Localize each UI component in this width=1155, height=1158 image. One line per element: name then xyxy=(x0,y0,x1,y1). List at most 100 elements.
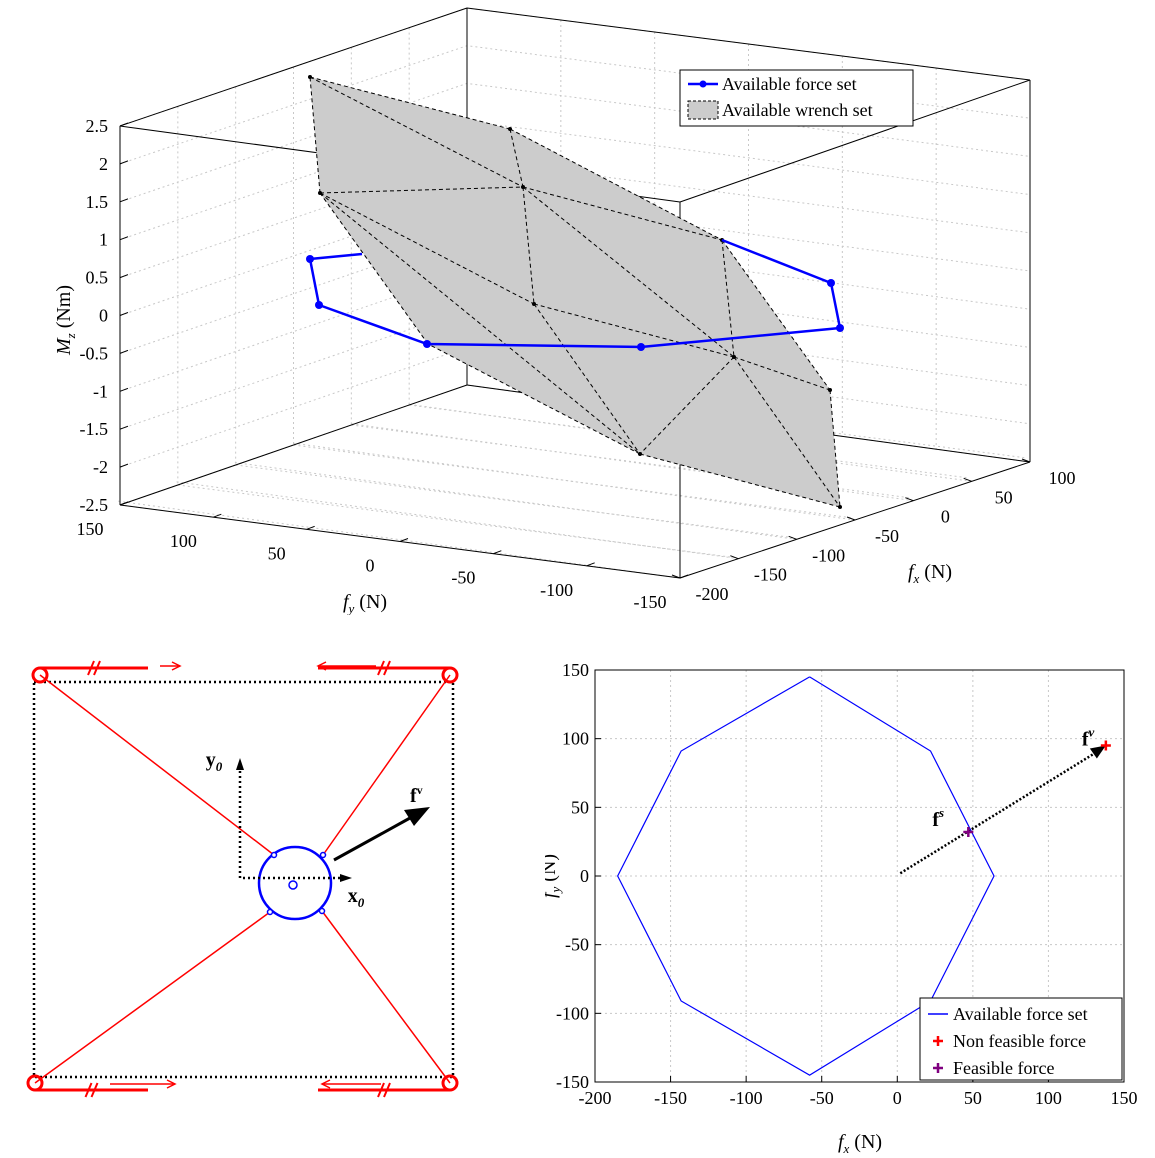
z-tick-mark xyxy=(120,426,128,429)
z-tick-mark xyxy=(120,237,128,240)
x-tick-label: -100 xyxy=(730,1088,763,1108)
z-tick-label: -2.5 xyxy=(80,495,109,515)
z-tick-label: 0 xyxy=(99,306,108,326)
attachment-point xyxy=(268,910,273,915)
y-tick-label: -50 xyxy=(565,935,589,955)
force-set-point xyxy=(315,301,323,309)
x-tick-label: 0 xyxy=(893,1088,902,1108)
x-tick-label: 100 xyxy=(1035,1088,1062,1108)
force-annotation: fv xyxy=(1082,725,1095,751)
force-arrowhead xyxy=(1090,746,1106,759)
x-tick-label: 150 xyxy=(1111,1088,1138,1108)
legend-label: Available force set xyxy=(953,1004,1088,1024)
force-arrowhead xyxy=(404,807,430,826)
legend-label: Available force set xyxy=(722,74,857,94)
wrench-set-vertex xyxy=(521,185,525,189)
wrench-set-vertex xyxy=(508,127,512,131)
wrench-set-vertex xyxy=(308,75,312,79)
wrench-set-surface xyxy=(310,77,840,507)
force-set-point xyxy=(827,279,835,287)
force-set-line xyxy=(310,254,362,305)
fx-tick-label: -50 xyxy=(875,526,899,546)
wrench-set-vertex xyxy=(532,302,536,306)
force-set-2d-chart: -200 -150 -100 -50 0 50 100 150150100500-50-100… xyxy=(545,640,1155,1158)
wrench-set-vertex xyxy=(638,452,642,456)
cable xyxy=(35,912,270,1083)
fy-tick-label: -50 xyxy=(451,568,475,588)
frame-axes xyxy=(240,766,342,878)
legend-2d: Available force set Non feasible force Fea… xyxy=(920,998,1122,1080)
z-axis-label: Mz (Nm) xyxy=(53,285,78,356)
z-tick-mark xyxy=(120,464,128,467)
fx-tick-label: -200 xyxy=(696,584,729,604)
legend-marker xyxy=(700,81,707,88)
z-tick-mark xyxy=(120,161,128,164)
z-tick-label: 2.5 xyxy=(86,116,109,136)
force-direction-arrow xyxy=(900,753,1096,874)
y-tick-label: -100 xyxy=(556,1003,589,1023)
cable-robot-diagram: y0 x0 fv xyxy=(0,640,500,1140)
z-tick-mark xyxy=(120,275,128,278)
z-tick-label: 1.5 xyxy=(86,192,109,212)
y-tick-label: -150 xyxy=(556,1072,589,1092)
legend-label: Feasible force xyxy=(953,1058,1054,1078)
attachment-point xyxy=(321,853,326,858)
force-label: fv xyxy=(410,783,423,807)
wrench-set-vertex xyxy=(732,355,736,359)
fy-tick-label: 100 xyxy=(170,531,197,551)
fx-tick-label: -150 xyxy=(754,565,787,585)
wrench-set-vertex xyxy=(318,191,322,195)
z-tick-mark xyxy=(120,350,128,353)
fx-axis-label: fx (N) xyxy=(908,561,952,586)
fx-tick-label: 0 xyxy=(941,507,950,527)
x0-label: x0 xyxy=(348,885,365,910)
z-tick-label: 0.5 xyxy=(86,268,109,288)
y0-arrowhead xyxy=(236,758,244,770)
y-tick-label: 150 xyxy=(562,660,589,680)
cable xyxy=(322,911,450,1083)
z-tick-label: -2 xyxy=(93,457,108,477)
legend-area-swatch xyxy=(688,101,718,119)
fy-axis-label: fy (N) xyxy=(343,591,387,615)
fy-tick-mark xyxy=(680,575,688,578)
force-annotation: fs xyxy=(932,805,944,831)
fy-tick-label: -150 xyxy=(634,592,667,612)
z-tick-label: -1.5 xyxy=(80,419,109,439)
attachment-point xyxy=(272,853,277,858)
x-axis-label: fx (N) xyxy=(838,1131,882,1156)
fy-tick-label: 0 xyxy=(366,556,375,576)
z-tick-mark xyxy=(120,313,128,316)
wrench-set-vertex xyxy=(838,505,842,509)
x-tick-label: 50 xyxy=(964,1088,982,1108)
workspace-frame xyxy=(34,682,453,1077)
y0-label: y0 xyxy=(206,749,223,774)
legend-3d: Available force set Available wrench set xyxy=(680,70,913,126)
z-tick-label: -0.5 xyxy=(80,343,109,363)
legend-label: Non feasible force xyxy=(953,1031,1086,1051)
force-set-point xyxy=(423,340,431,348)
z-tick-mark xyxy=(120,123,128,126)
y-tick-label: 50 xyxy=(571,797,589,817)
z-tick-mark xyxy=(120,199,128,202)
y-tick-label: 0 xyxy=(580,866,589,886)
z-tick-mark xyxy=(120,388,128,391)
platform xyxy=(259,847,331,919)
y-axis-label: fy (N) xyxy=(545,854,563,898)
fx-tick-label: 100 xyxy=(1049,468,1076,488)
force-set-point xyxy=(637,343,645,351)
z-tick-label: -1 xyxy=(93,381,108,401)
attachment-point xyxy=(320,909,325,914)
fy-tick-label: 150 xyxy=(77,519,104,539)
wrench-set-vertex xyxy=(828,388,832,392)
z-tick-label: 2 xyxy=(99,154,108,174)
fx-tick-label: 50 xyxy=(995,487,1013,507)
wrench-set-3d-chart: 2.5 2 1.5 1 0.5 0 -0.5 -1 -1.5 -2 -2.5 150 100 50 0 -50… xyxy=(0,0,1155,615)
z-tick-label: 1 xyxy=(99,230,108,250)
fx-tick-label: -100 xyxy=(812,545,845,565)
force-set-point xyxy=(306,255,314,263)
x-tick-label: -50 xyxy=(810,1088,834,1108)
floor-gridline xyxy=(236,465,796,538)
fy-tick-label: -100 xyxy=(540,580,573,600)
legend-label: Available wrench set xyxy=(722,100,873,120)
x0-arrowhead xyxy=(340,874,352,882)
